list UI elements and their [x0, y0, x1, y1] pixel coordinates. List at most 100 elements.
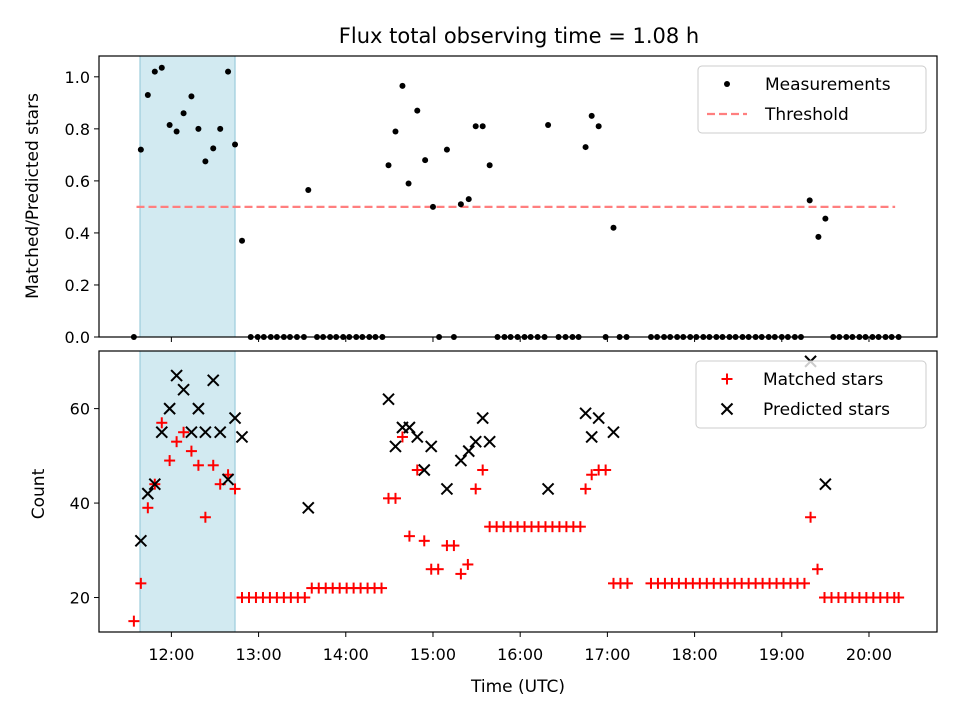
- x-tick-label: 15:00: [410, 645, 456, 664]
- predicted-star-point: [155, 426, 168, 439]
- measurement-point: [166, 121, 173, 128]
- predicted-star-point: [483, 435, 496, 448]
- y-tick-label: 0.2: [65, 276, 90, 295]
- measurement-point: [545, 121, 552, 128]
- y-tick-label: 1.0: [65, 68, 90, 87]
- top-x-ticks: [170, 337, 870, 342]
- top-axes-frame: [98, 55, 938, 338]
- predicted-star-point: [141, 487, 155, 500]
- matched-star-point: [192, 459, 204, 471]
- legend-x-glyph: [720, 402, 734, 416]
- measurement-point: [610, 224, 617, 231]
- measurement-point: [385, 162, 392, 169]
- x-tick-label: 12:00: [148, 645, 194, 664]
- measurement-point: [457, 201, 464, 208]
- measurement-point: [429, 203, 436, 210]
- y-tick-label: 0.4: [65, 224, 90, 243]
- predicted-star-point: [177, 383, 190, 396]
- x-axis-label: Time (UTC): [470, 677, 565, 697]
- measurement-point: [210, 145, 217, 152]
- y-tick-label: 20: [70, 589, 90, 608]
- predicted-star-point: [403, 421, 416, 434]
- predicted-star-point: [579, 407, 592, 420]
- legend-plus-glyph: [721, 373, 733, 385]
- matched-star-point: [403, 530, 415, 542]
- matched-star-point: [299, 592, 311, 604]
- measurement-point: [188, 93, 195, 100]
- predicted-star-point: [411, 430, 424, 444]
- matched-star-point: [470, 483, 482, 495]
- x-tick-label: 16:00: [497, 645, 543, 664]
- top-legend: Measurements Threshold: [697, 65, 927, 134]
- matched-star-point: [128, 615, 140, 627]
- predicted-star-point: [170, 369, 183, 382]
- matched-star-point: [142, 502, 154, 514]
- measurement-point: [815, 233, 822, 240]
- matched-star-point: [600, 464, 612, 476]
- matched-star-point: [185, 445, 197, 457]
- predicted-star-point: [221, 473, 235, 486]
- matched-star-point: [164, 455, 176, 467]
- measurement-point: [399, 82, 406, 89]
- x-tick-label: 20:00: [846, 645, 892, 664]
- y-tick-label: 40: [70, 494, 90, 513]
- legend-threshold-label: Threshold: [764, 105, 849, 125]
- matched-star-point: [389, 492, 401, 504]
- predicted-star-point: [418, 463, 431, 477]
- measurement-point: [137, 146, 144, 153]
- matched-star-point: [586, 469, 598, 481]
- top-legend-frame: [697, 65, 927, 134]
- y-tick-label: 0.8: [65, 120, 90, 139]
- legend-matched-marker: [721, 373, 733, 385]
- predicted-star-point: [541, 482, 555, 496]
- measurement-point: [465, 196, 472, 203]
- matched-star-point: [199, 511, 211, 523]
- matched-star-point: [376, 582, 388, 594]
- count-points: [128, 355, 905, 627]
- legend-matched-label: Matched stars: [763, 370, 883, 390]
- predicted-star-point: [302, 501, 315, 515]
- predicted-star-point: [207, 374, 220, 387]
- y-tick-label: 0.0: [65, 328, 90, 347]
- top-y-ticks: 0.0 0.2 0.4 0.6 0.8 1.0: [65, 68, 99, 347]
- matched-star-point: [893, 592, 905, 604]
- matched-star-point: [462, 558, 474, 570]
- measurement-point: [217, 125, 224, 132]
- top-panel: 0.0 0.2 0.4 0.6 0.8 1.0 Matched/Predicted sta…: [23, 55, 938, 347]
- matched-star-point: [812, 563, 824, 575]
- bottom-legend: Matched stars Predicted stars: [695, 360, 927, 429]
- predicted-star-point: [476, 411, 489, 425]
- legend-measurement-marker: [724, 81, 730, 87]
- matched-star-point: [621, 577, 633, 589]
- bottom-legend-frame: [695, 360, 927, 429]
- matched-star-point: [178, 426, 190, 438]
- bottom-axes-frame: [98, 350, 938, 633]
- x-tick-label: 17:00: [584, 645, 630, 664]
- matched-star-point: [396, 431, 408, 443]
- x-tick-label: 18:00: [672, 645, 718, 664]
- matched-star-point: [798, 577, 810, 589]
- predicted-star-point: [199, 426, 212, 439]
- predicted-star-point: [592, 411, 605, 425]
- predicted-star-point: [454, 454, 468, 467]
- bottom-panel: 20 40 60 12:00 13:00 14:00 15:00 16:00 17:00 18:…: [29, 350, 938, 697]
- measurement-point: [173, 128, 180, 135]
- bottom-y-axis-label: Count: [29, 468, 49, 519]
- predicted-star-point: [585, 430, 598, 444]
- measurement-point: [588, 112, 595, 119]
- matched-star-point: [418, 535, 430, 547]
- measurement-point: [582, 144, 589, 151]
- matched-star-point: [477, 464, 489, 476]
- measurement-point: [180, 110, 187, 117]
- matched-star-point: [229, 483, 241, 495]
- legend-predicted-label: Predicted stars: [763, 400, 890, 420]
- x-tick-label: 14:00: [323, 645, 369, 664]
- predicted-star-point: [134, 534, 148, 548]
- measurement-point: [232, 141, 239, 148]
- measurement-point: [472, 123, 479, 130]
- measurement-point: [144, 92, 151, 99]
- predicted-star-point: [228, 411, 242, 425]
- matched-star-point: [448, 540, 460, 552]
- predicted-star-point: [462, 444, 475, 458]
- top-highlight-span: [139, 55, 236, 338]
